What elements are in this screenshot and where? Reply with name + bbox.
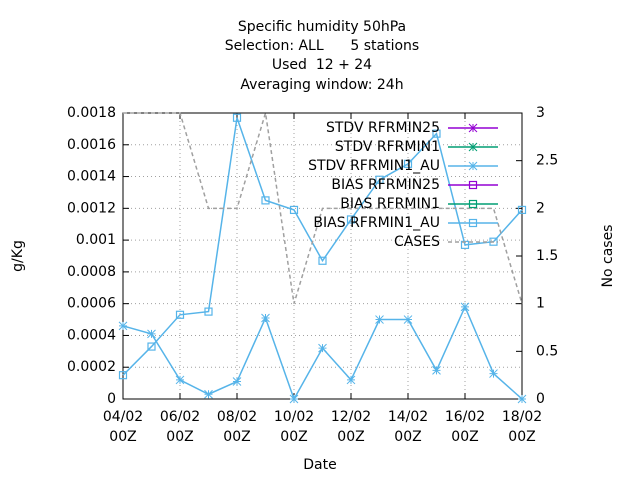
marker: [468, 199, 478, 209]
x-tick-label: 08/02 00Z: [217, 409, 257, 445]
marker: [375, 175, 384, 184]
marker: [261, 196, 270, 205]
marker: [346, 375, 356, 385]
legend-label: STDV RFRMIN1_AU: [308, 158, 440, 174]
marker: [232, 377, 242, 386]
marker: [175, 375, 185, 385]
y2-tick-label: 1.5: [536, 248, 558, 264]
marker: [118, 371, 128, 380]
y-tick-label: 0.0016: [67, 137, 116, 153]
legend-label: BIAS RFRMIN1_AU: [313, 215, 440, 231]
marker: [403, 315, 413, 324]
x-tick-label: 12/02 00Z: [331, 409, 371, 445]
legend-label: CASES: [394, 234, 440, 250]
marker: [432, 129, 441, 138]
y-tick-label: 0.0008: [67, 264, 116, 280]
marker: [517, 205, 527, 215]
series-line: [123, 112, 523, 304]
plot-border: [122, 112, 523, 400]
y2-tick-label: 2: [536, 200, 545, 216]
y2-tick-label: 3: [536, 105, 545, 121]
marker: [118, 321, 128, 331]
legend-label: BIAS RFRMIN25: [331, 177, 440, 193]
marker: [289, 205, 299, 215]
marker: [318, 343, 327, 353]
marker: [147, 342, 156, 351]
marker: [468, 123, 478, 133]
y-tick-label: 0.0006: [67, 296, 116, 312]
y2-tick-label: 1: [536, 296, 545, 312]
title-line: Used 12 + 24: [272, 57, 372, 73]
marker: [204, 389, 213, 399]
marker: [204, 307, 213, 316]
x-tick-label: 06/02 00Z: [160, 409, 200, 445]
x-tick-label: 16/02 00Z: [445, 409, 485, 445]
marker: [346, 215, 356, 224]
marker: [375, 315, 384, 324]
marker: [460, 302, 470, 312]
x-tick-label: 18/02 00Z: [502, 409, 542, 445]
title-line: Averaging window: 24h: [240, 77, 403, 93]
marker: [517, 394, 527, 404]
y2-axis-label: No cases: [600, 225, 616, 288]
marker: [468, 142, 478, 152]
marker: [468, 161, 478, 171]
y-tick-label: 0.0004: [67, 327, 116, 343]
y-tick-label: 0.001: [76, 232, 116, 248]
x-axis-label: Date: [303, 457, 336, 473]
y-tick-label: 0: [107, 391, 116, 407]
title-line: Specific humidity 50hPa: [238, 19, 406, 35]
y-axis-label: g/Kg: [10, 240, 26, 272]
legend-label: STDV RFRMIN1: [335, 139, 440, 155]
y2-tick-label: 0.5: [536, 343, 558, 359]
y-tick-label: 0.0018: [67, 105, 116, 121]
marker: [489, 369, 498, 378]
x-tick-label: 10/02 00Z: [274, 409, 314, 445]
marker: [432, 366, 441, 375]
marker: [468, 218, 478, 228]
marker: [175, 310, 185, 319]
legend-label: BIAS RFRMIN1: [340, 196, 440, 212]
marker: [232, 113, 242, 122]
x-tick-label: 04/02 00Z: [103, 409, 143, 445]
marker: [403, 159, 413, 168]
x-tick-label: 14/02 00Z: [388, 409, 428, 445]
title-line: Selection: ALL 5 stations: [225, 38, 419, 54]
legend-label: STDV RFRMIN25: [326, 120, 440, 136]
y-tick-label: 0.0012: [67, 200, 116, 216]
y-tick-label: 0.0002: [67, 359, 116, 375]
marker: [468, 180, 478, 190]
marker: [261, 313, 270, 323]
y-tick-label: 0.0014: [67, 169, 116, 185]
marker: [318, 256, 327, 265]
y2-tick-label: 2.5: [536, 153, 558, 169]
marker: [289, 394, 299, 404]
marker: [147, 329, 156, 339]
y2-tick-label: 0: [536, 391, 545, 407]
